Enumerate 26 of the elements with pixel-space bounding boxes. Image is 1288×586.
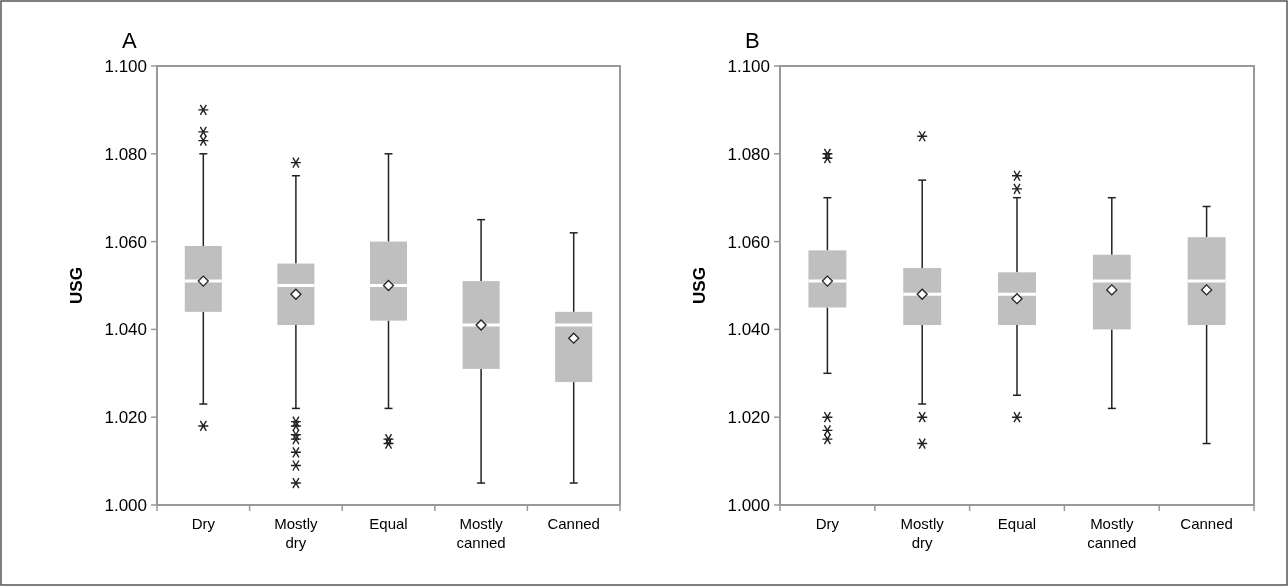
y-tick-label: 1.060	[104, 232, 147, 252]
y-tick-label: 1.060	[727, 232, 770, 252]
x-tick-label: Mostly canned	[1087, 515, 1137, 551]
y-tick-label: 1.040	[727, 320, 770, 340]
x-tick-label: Canned	[547, 515, 600, 532]
chart-title: A	[122, 28, 137, 53]
x-tick-label: Mostly dry	[900, 515, 945, 551]
x-tick-label: Canned	[1180, 515, 1233, 532]
x-tick-label: Equal	[997, 515, 1037, 532]
y-tick-label: 1.080	[727, 144, 770, 164]
y-axis-title: USG	[67, 267, 86, 304]
x-tick-label: Dry	[191, 515, 216, 532]
y-axis-title: USG	[690, 267, 709, 304]
y-tick-label: 1.100	[104, 56, 147, 76]
x-tick-label: Equal	[369, 515, 408, 532]
x-tick-label: Mostly dry	[274, 515, 319, 551]
x-tick-label: Mostly canned	[456, 515, 506, 551]
y-tick-label: 1.100	[727, 56, 770, 76]
y-tick-label: 1.000	[727, 495, 770, 515]
y-tick-label: 1.020	[104, 408, 147, 428]
y-tick-label: 1.080	[104, 144, 147, 164]
y-tick-label: 1.040	[104, 320, 147, 340]
x-tick-label: Dry	[815, 515, 840, 532]
chart-title: B	[745, 28, 760, 53]
y-tick-label: 1.000	[104, 495, 147, 515]
y-tick-label: 1.020	[727, 408, 770, 428]
